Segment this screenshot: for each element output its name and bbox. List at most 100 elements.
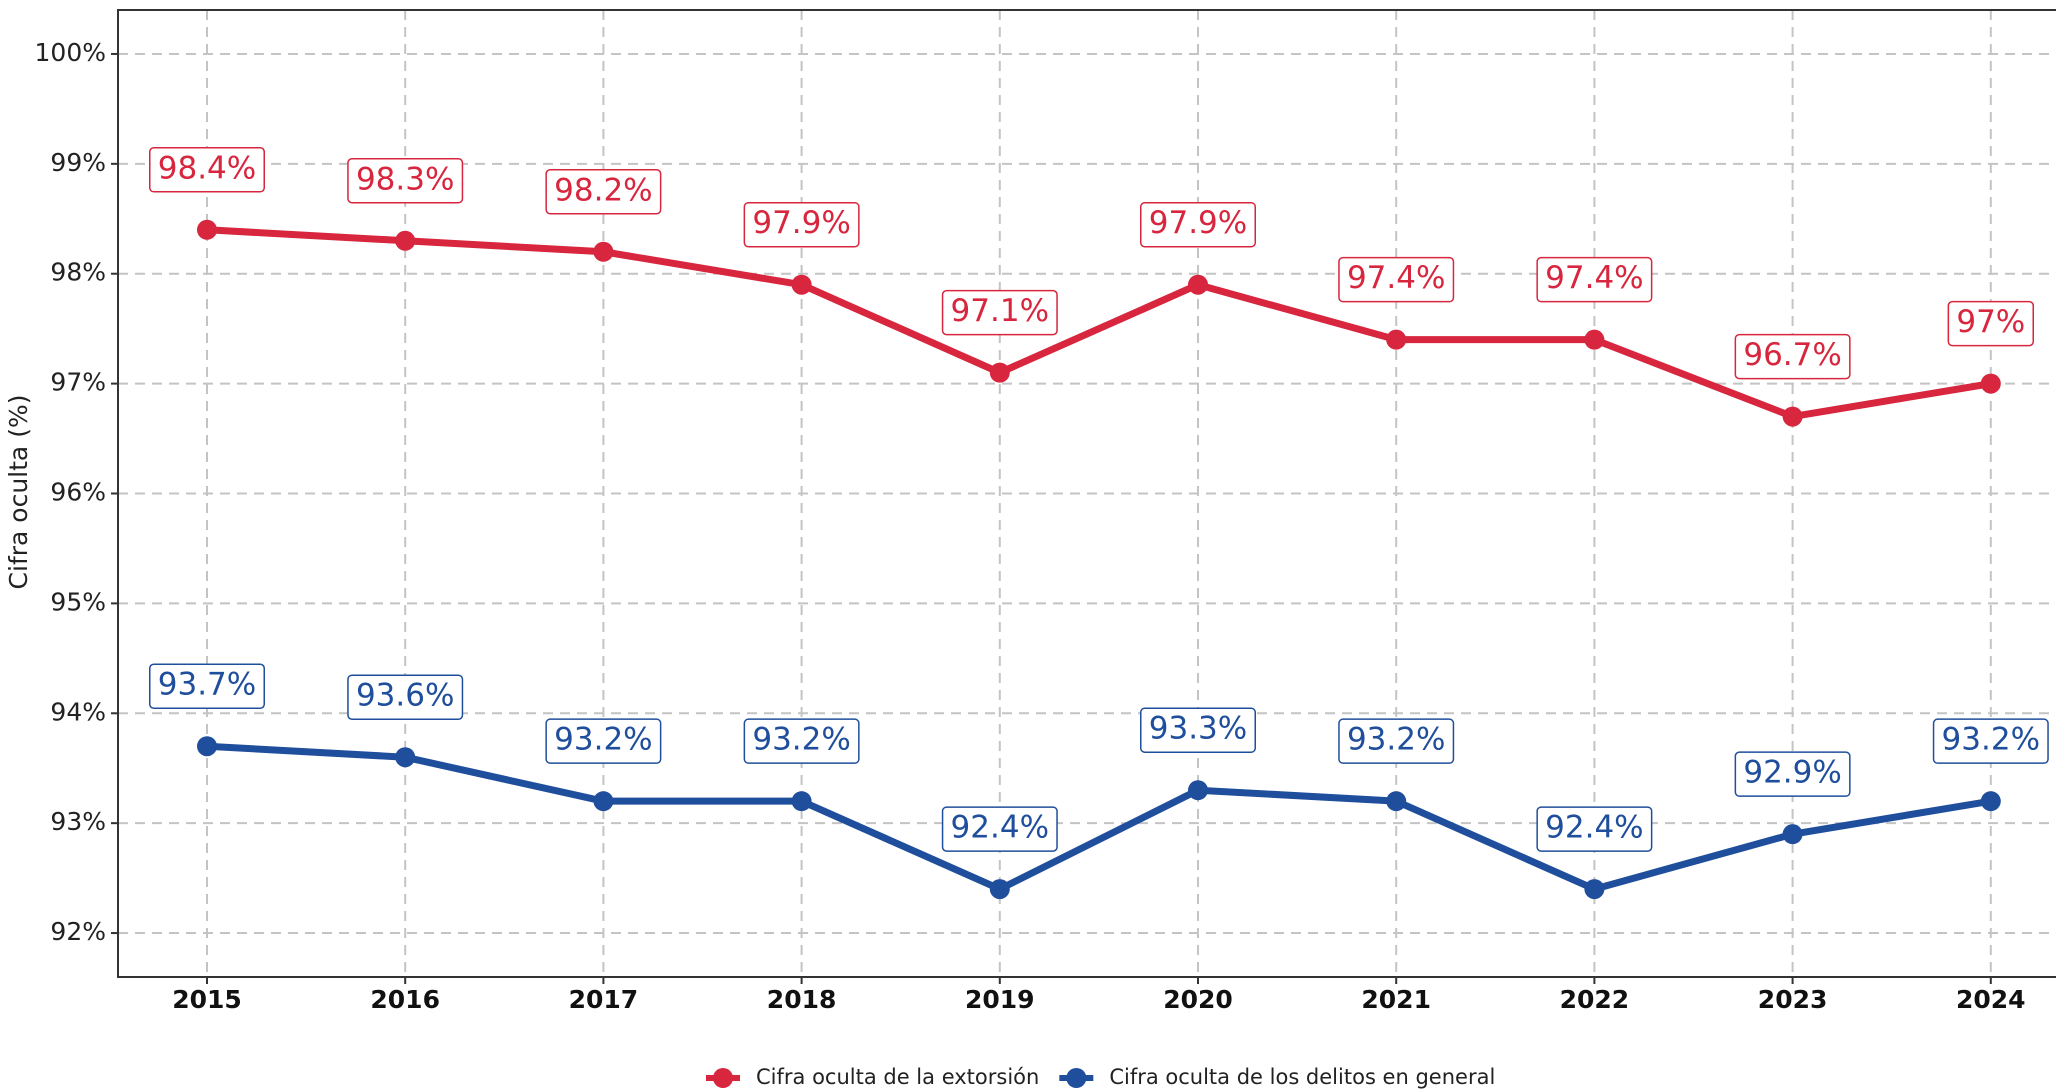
data-label: 97.9% bbox=[1140, 201, 1256, 248]
data-label-box bbox=[1338, 256, 1455, 303]
data-label-box bbox=[149, 147, 265, 193]
data-label: 92.9% bbox=[1734, 751, 1851, 797]
data-label-text: 93.6% bbox=[356, 678, 454, 714]
point bbox=[395, 230, 416, 251]
data-label-text: 92.9% bbox=[1743, 755, 1841, 791]
data-label-text: 93.2% bbox=[1347, 722, 1445, 758]
data-label-text: 98.3% bbox=[356, 161, 454, 197]
point bbox=[1584, 879, 1605, 900]
x-tick-label: 2020 bbox=[1163, 985, 1233, 1014]
data-label-box bbox=[1947, 300, 2035, 347]
legend-label: Cifra oculta de la extorsión bbox=[756, 1065, 1039, 1089]
point bbox=[593, 791, 614, 812]
data-label-box bbox=[1140, 707, 1256, 753]
data-label-box bbox=[1932, 718, 2049, 764]
data-label: 96.7% bbox=[1734, 333, 1851, 380]
y-tick-label: 97% bbox=[50, 368, 106, 397]
x-tick-label: 2015 bbox=[172, 985, 242, 1014]
legend-label: Cifra oculta de los delitos en general bbox=[1109, 1065, 1495, 1089]
data-label: 97.1% bbox=[941, 289, 1058, 336]
point bbox=[1386, 329, 1407, 350]
point bbox=[989, 362, 1010, 383]
data-label: 93.2% bbox=[743, 718, 860, 764]
data-label: 97.4% bbox=[1338, 256, 1455, 303]
data-label-text: 98.2% bbox=[554, 172, 652, 208]
data-label-text: 93.2% bbox=[554, 722, 652, 758]
y-tick-label: 94% bbox=[50, 697, 106, 726]
data-label-text: 93.2% bbox=[1942, 722, 2040, 758]
data-label: 93.3% bbox=[1140, 707, 1256, 753]
data-label-box bbox=[1140, 201, 1256, 248]
point bbox=[791, 791, 812, 812]
point bbox=[791, 274, 812, 295]
x-tick-label: 2018 bbox=[767, 985, 837, 1014]
x-tick-label: 2019 bbox=[965, 985, 1035, 1014]
y-tick-label: 98% bbox=[50, 258, 106, 287]
point bbox=[1782, 406, 1803, 427]
data-label: 92.4% bbox=[1536, 806, 1653, 852]
x-tick-label: 2016 bbox=[370, 985, 440, 1014]
series-line bbox=[206, 742, 1992, 893]
x-tick-label: 2023 bbox=[1758, 985, 1828, 1014]
data-label-box bbox=[1734, 751, 1851, 797]
x-tick-label: 2022 bbox=[1560, 985, 1630, 1014]
data-label-box bbox=[941, 806, 1058, 852]
y-axis-title: Cifra oculta (%) bbox=[4, 395, 33, 590]
point bbox=[1386, 791, 1407, 812]
data-label-text: 97.9% bbox=[752, 205, 850, 241]
data-label: 92.4% bbox=[941, 806, 1058, 852]
point bbox=[1188, 274, 1208, 295]
data-label-text: 96.7% bbox=[1743, 337, 1841, 373]
legend-swatch bbox=[1066, 1068, 1087, 1088]
data-label-text: 93.7% bbox=[158, 667, 256, 703]
data-label: 93.2% bbox=[1338, 718, 1455, 764]
data-label-box bbox=[545, 718, 662, 764]
data-label: 98.4% bbox=[149, 147, 265, 193]
point bbox=[1188, 780, 1208, 801]
data-label: 97.4% bbox=[1536, 256, 1653, 303]
point bbox=[593, 241, 614, 262]
data-label-box bbox=[1536, 806, 1653, 852]
data-label-box bbox=[1536, 256, 1653, 303]
data-label: 93.2% bbox=[1932, 718, 2049, 764]
data-label-text: 92.4% bbox=[951, 810, 1049, 846]
data-label: 93.2% bbox=[545, 718, 662, 764]
y-tick-label: 92% bbox=[50, 917, 106, 946]
data-label: 98.2% bbox=[545, 169, 662, 215]
legend-swatch bbox=[713, 1068, 733, 1088]
y-tick-label: 99% bbox=[50, 148, 106, 177]
data-label-text: 98.4% bbox=[158, 150, 256, 186]
point bbox=[1584, 329, 1605, 350]
point bbox=[395, 747, 416, 768]
data-label-box bbox=[1734, 333, 1851, 380]
y-tick-label: 96% bbox=[50, 478, 106, 507]
point bbox=[197, 219, 217, 240]
data-label-text: 97.4% bbox=[1545, 260, 1643, 296]
point bbox=[1980, 373, 2001, 394]
data-label-box bbox=[347, 158, 464, 204]
data-label-box bbox=[941, 289, 1058, 336]
data-label-box bbox=[1338, 718, 1455, 764]
data-label-text: 97.4% bbox=[1347, 260, 1445, 296]
data-label-text: 93.2% bbox=[752, 722, 850, 758]
x-tick-label: 2017 bbox=[569, 985, 639, 1014]
point bbox=[1980, 791, 2001, 812]
data-label-text: 92.4% bbox=[1545, 810, 1643, 846]
data-label-text: 93.3% bbox=[1149, 711, 1247, 747]
point bbox=[197, 736, 217, 757]
x-tick-label: 2021 bbox=[1361, 985, 1431, 1014]
data-label: 93.7% bbox=[149, 663, 265, 709]
data-label-box bbox=[545, 169, 662, 215]
data-label: 97.9% bbox=[743, 201, 860, 248]
data-label-text: 97.9% bbox=[1149, 205, 1247, 241]
point bbox=[989, 879, 1010, 900]
y-tick-label: 100% bbox=[35, 38, 106, 67]
data-label-box bbox=[149, 663, 265, 709]
data-label-box bbox=[743, 201, 860, 248]
data-label-text: 97% bbox=[1956, 304, 2025, 340]
data-label: 93.6% bbox=[347, 674, 464, 720]
data-label: 98.3% bbox=[347, 158, 464, 204]
x-tick-label: 2024 bbox=[1956, 985, 2026, 1014]
series-line bbox=[206, 226, 1992, 421]
